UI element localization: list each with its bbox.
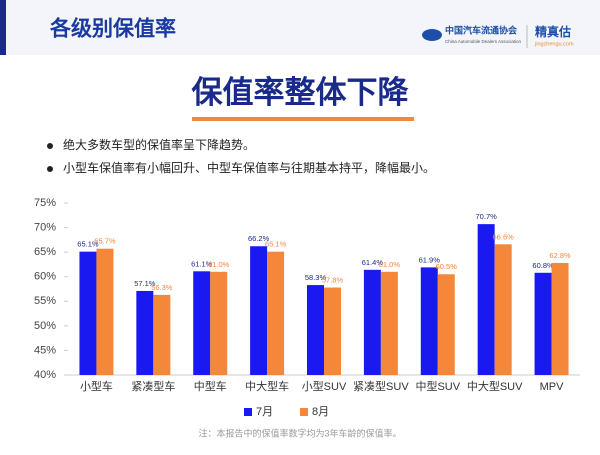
value-label: 57.8% [322,276,344,285]
brand: 精真估 [535,24,571,39]
x-tick-label: 小型车 [80,379,113,393]
value-label: 60.5% [436,262,458,271]
value-label: 61.0% [208,260,230,269]
x-tick-label: 紧凑型车 [131,379,175,393]
value-label: 57.1% [134,279,156,288]
x-tick-label: 中大型车 [245,379,289,393]
bar [267,251,285,375]
value-label: 58.3% [305,273,327,282]
footnote: 注：本报告中的保值率数字均为3年车龄的保值率。 [198,427,401,438]
bullet-dot [47,143,53,149]
x-tick-label: 中型SUV [415,379,460,393]
y-tick-label: 60% [34,271,56,283]
bar [477,224,495,375]
legend-swatch [300,408,308,416]
org-name-en: China Automobile Dealers Association [445,39,522,44]
y-tick-label: 40% [34,369,56,381]
legend-swatch [244,408,252,416]
value-label: 62.8% [549,251,571,260]
bar [380,271,398,375]
org-logo [422,29,442,41]
bar [307,285,324,375]
y-tick-label: 55% [34,295,56,307]
bar [420,267,438,375]
value-label: 61.0% [379,260,401,269]
bullet: 绝大多数车型的保值率呈下降趋势。 [63,137,255,152]
y-tick-label: 75% [34,197,56,209]
headline: 保值率整体下降 [192,75,410,110]
bar [153,294,171,375]
legend-label: 8月 [312,406,329,418]
section-title: 各级别保值率 [49,17,176,41]
value-label: 61.4% [362,258,384,267]
bar [136,290,154,375]
bar [494,244,512,375]
value-label: 70.7% [476,212,498,221]
x-tick-label: MPV [540,381,565,393]
bar [96,248,114,375]
org-name: 中国汽车流通协会 [445,24,518,35]
header-accent [0,0,6,55]
value-label: 65.1% [265,240,287,249]
value-label: 65.1% [77,240,99,249]
value-label: 61.1% [191,259,213,268]
bar [79,251,97,375]
bar [250,246,268,375]
value-label: 65.7% [94,237,116,246]
value-label: 60.8% [532,261,554,270]
bar [324,287,341,375]
bullet-dot [47,166,53,172]
bar [534,272,552,375]
bar [193,271,211,375]
bar [363,269,381,375]
x-tick-label: 中大型SUV [467,379,523,393]
y-tick-label: 50% [34,320,56,332]
bar [551,262,569,375]
brand-url: jingzhengu.com [534,41,574,47]
bar [437,274,455,375]
legend-label: 7月 [256,406,273,418]
y-tick-label: 45% [34,344,56,356]
y-tick-label: 70% [34,221,56,233]
x-tick-label: 紧凑型SUV [353,379,409,393]
x-tick-label: 中型车 [194,379,227,393]
y-tick-label: 65% [34,246,56,258]
x-tick-label: 小型SUV [302,379,347,393]
value-label: 66.6% [493,232,515,241]
value-label: 56.3% [151,283,173,292]
header-band [0,0,600,55]
bullet: 小型车保值率有小幅回升、中型车保值率与往期基本持平，降幅最小。 [63,160,435,175]
value-label: 61.9% [419,255,441,264]
chart: 40%45%50%55%60%65%70%75%小型车65.1%65.7%紧凑型… [34,197,580,418]
bar [210,271,228,375]
value-label: 66.2% [248,234,270,243]
headline-underline [192,117,414,121]
